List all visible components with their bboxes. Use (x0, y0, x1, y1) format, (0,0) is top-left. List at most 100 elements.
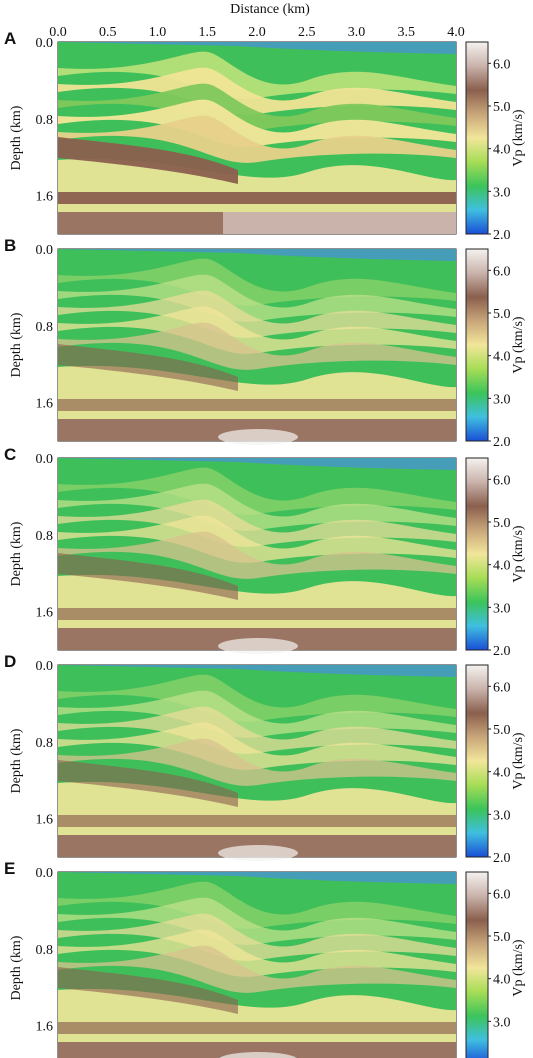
shallow-band (58, 42, 456, 54)
sediment-layer (58, 290, 456, 338)
velocity-image-D (58, 665, 456, 861)
colorbar-tick-label: 5.0 (493, 723, 511, 738)
colorbar-tick-label: 4.0 (493, 559, 511, 574)
y-tick-label: 0.0 (36, 36, 54, 51)
brown-layer (58, 553, 238, 600)
velocity-image-B (58, 249, 456, 445)
sediment-layer (58, 274, 456, 322)
y-tick-label: 0.0 (36, 243, 54, 258)
y-tick-label: 0.8 (36, 736, 54, 751)
sediment-layer (58, 67, 456, 115)
y-axis-title: Depth (km) (9, 728, 24, 793)
colorbar-tick-label: 3.0 (493, 601, 511, 616)
basement-highlight (218, 638, 298, 654)
y-tick-label: 0.8 (36, 529, 54, 544)
shallow-band (58, 872, 456, 884)
colorbar (465, 41, 489, 235)
brown-layer (58, 137, 238, 184)
sediment-layer (58, 881, 456, 929)
y-tick-label: 1.6 (36, 606, 54, 621)
basement-highlight (218, 429, 298, 445)
x-tick-label: 2.5 (298, 25, 316, 40)
sediment-layer (58, 499, 456, 547)
colorbar-tick-label: 5.0 (493, 307, 511, 322)
sediment-layer (58, 322, 456, 370)
shallow-band (58, 249, 456, 261)
colorbar-tick-label: 3.0 (493, 185, 511, 200)
colorbar-title: Vp (km/s) (511, 316, 526, 374)
y-tick-label: 0.0 (36, 659, 54, 674)
colorbar-title: Vp (km/s) (511, 732, 526, 790)
sediment-layer (58, 483, 456, 531)
sediment-layer (58, 515, 456, 563)
sediment-layer (58, 945, 456, 993)
brown-band (58, 192, 456, 204)
y-tick-label: 1.6 (36, 190, 54, 205)
brown-band (58, 399, 456, 411)
colorbar (465, 248, 489, 442)
colorbar-tick-label: 3.0 (493, 1015, 511, 1030)
velocity-image-C (58, 458, 456, 654)
colorbar-tick-label: 6.0 (493, 264, 511, 279)
x-tick-label: 3.0 (348, 25, 366, 40)
sediment-layer (58, 674, 456, 722)
sediment-layer (58, 115, 456, 163)
sediment-layer (58, 467, 456, 515)
sediment-layer (58, 706, 456, 754)
colorbar-title: Vp (km/s) (511, 525, 526, 583)
panel-letter: A (4, 29, 16, 48)
y-axis-title: Depth (km) (9, 105, 24, 170)
x-axis-title: Distance (km) (230, 2, 310, 17)
velocity-image-A (58, 42, 456, 234)
colorbar-tick-label: 4.0 (493, 143, 511, 158)
x-tick-label: 2.0 (248, 25, 266, 40)
colorbar-tick-label: 4.0 (493, 766, 511, 781)
colorbar (465, 664, 489, 858)
x-tick-label: 1.5 (199, 25, 217, 40)
y-axis-title: Depth (km) (9, 312, 24, 377)
sediment-layer (58, 258, 456, 306)
sediment-layer (58, 99, 456, 147)
sediment-layer (58, 897, 456, 945)
y-tick-label: 0.8 (36, 320, 54, 335)
colorbar-tick-label: 4.0 (493, 973, 511, 988)
y-tick-label: 0.8 (36, 943, 54, 958)
brown-layer (58, 760, 238, 807)
colorbar (465, 457, 489, 651)
colorbar-tick-label: 2.0 (493, 228, 511, 243)
y-tick-label: 0.0 (36, 452, 54, 467)
brown-band (58, 815, 456, 827)
panel-letter: C (4, 445, 16, 464)
sediment-layer (58, 306, 456, 354)
y-tick-label: 0.8 (36, 113, 54, 128)
brown-band (58, 1022, 456, 1034)
colorbar-tick-label: 4.0 (493, 350, 511, 365)
panel-letter: B (4, 236, 16, 255)
y-tick-label: 1.6 (36, 1020, 54, 1035)
y-axis-title: Depth (km) (9, 521, 24, 586)
x-tick-label: 3.5 (398, 25, 416, 40)
colorbar-tick-label: 3.0 (493, 392, 511, 407)
sediment-layer (58, 722, 456, 770)
x-tick-label: 0.0 (49, 25, 67, 40)
x-tick-label: 4.0 (447, 25, 465, 40)
colorbar-tick-label: 6.0 (493, 887, 511, 902)
basement (58, 1042, 456, 1058)
sediment-layer (58, 51, 456, 99)
x-tick-label: 1.0 (149, 25, 167, 40)
colorbar-tick-label: 6.0 (493, 680, 511, 695)
shallow-band (58, 458, 456, 470)
x-tick-labels: 0.0 0.5 1.0 1.5 2.0 2.5 3.0 3.5 4.0 (49, 25, 465, 40)
sediment-layer (58, 531, 456, 579)
basement-highlight (219, 1052, 297, 1058)
basement-highlight (218, 845, 298, 861)
colorbar-tick-label: 6.0 (493, 57, 511, 72)
shallow-band (58, 665, 456, 677)
sediment-layer (58, 83, 456, 131)
colorbar (465, 871, 489, 1058)
brown-layer (58, 344, 238, 391)
sediment-layer (58, 913, 456, 961)
y-tick-label: 1.6 (36, 397, 54, 412)
